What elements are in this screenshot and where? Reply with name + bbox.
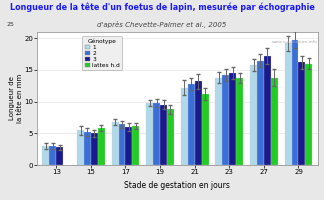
Bar [215, 78, 222, 165]
Bar [271, 78, 278, 165]
Text: 25: 25 [7, 22, 15, 27]
Y-axis label: Longueur de
la tête en mm: Longueur de la tête en mm [9, 74, 23, 123]
Legend: 1, 2, 3, lattes h.d: 1, 2, 3, lattes h.d [82, 36, 122, 70]
Bar [222, 75, 229, 165]
Bar [112, 122, 119, 165]
Text: Longueur de la tête d'un foetus de lapin, mesurée par échographie: Longueur de la tête d'un foetus de lapin… [10, 3, 314, 12]
Bar [292, 40, 298, 165]
Bar [306, 64, 312, 165]
Bar [153, 103, 160, 165]
Bar [91, 133, 98, 165]
Bar [257, 60, 264, 165]
Bar [49, 146, 56, 165]
Bar [125, 127, 133, 165]
Bar [119, 124, 125, 165]
Bar [160, 105, 167, 165]
Bar [146, 103, 153, 165]
Text: www.cuniculture.info: www.cuniculture.info [272, 40, 318, 44]
Bar [167, 109, 174, 165]
Bar [181, 88, 188, 165]
Bar [77, 130, 84, 165]
Bar [56, 147, 63, 165]
Bar [84, 132, 91, 165]
Bar [133, 126, 139, 165]
Bar [285, 43, 292, 165]
Bar [298, 62, 306, 165]
Bar [250, 65, 257, 165]
X-axis label: Stade de gestation en jours: Stade de gestation en jours [124, 181, 230, 190]
Bar [236, 78, 243, 165]
Bar [195, 81, 202, 165]
Bar [188, 84, 195, 165]
Bar [229, 73, 236, 165]
Bar [42, 146, 49, 165]
Text: d'après Chevette-Palmer et al., 2005: d'après Chevette-Palmer et al., 2005 [97, 21, 227, 28]
Bar [264, 56, 271, 165]
Bar [98, 128, 105, 165]
Bar [202, 94, 209, 165]
